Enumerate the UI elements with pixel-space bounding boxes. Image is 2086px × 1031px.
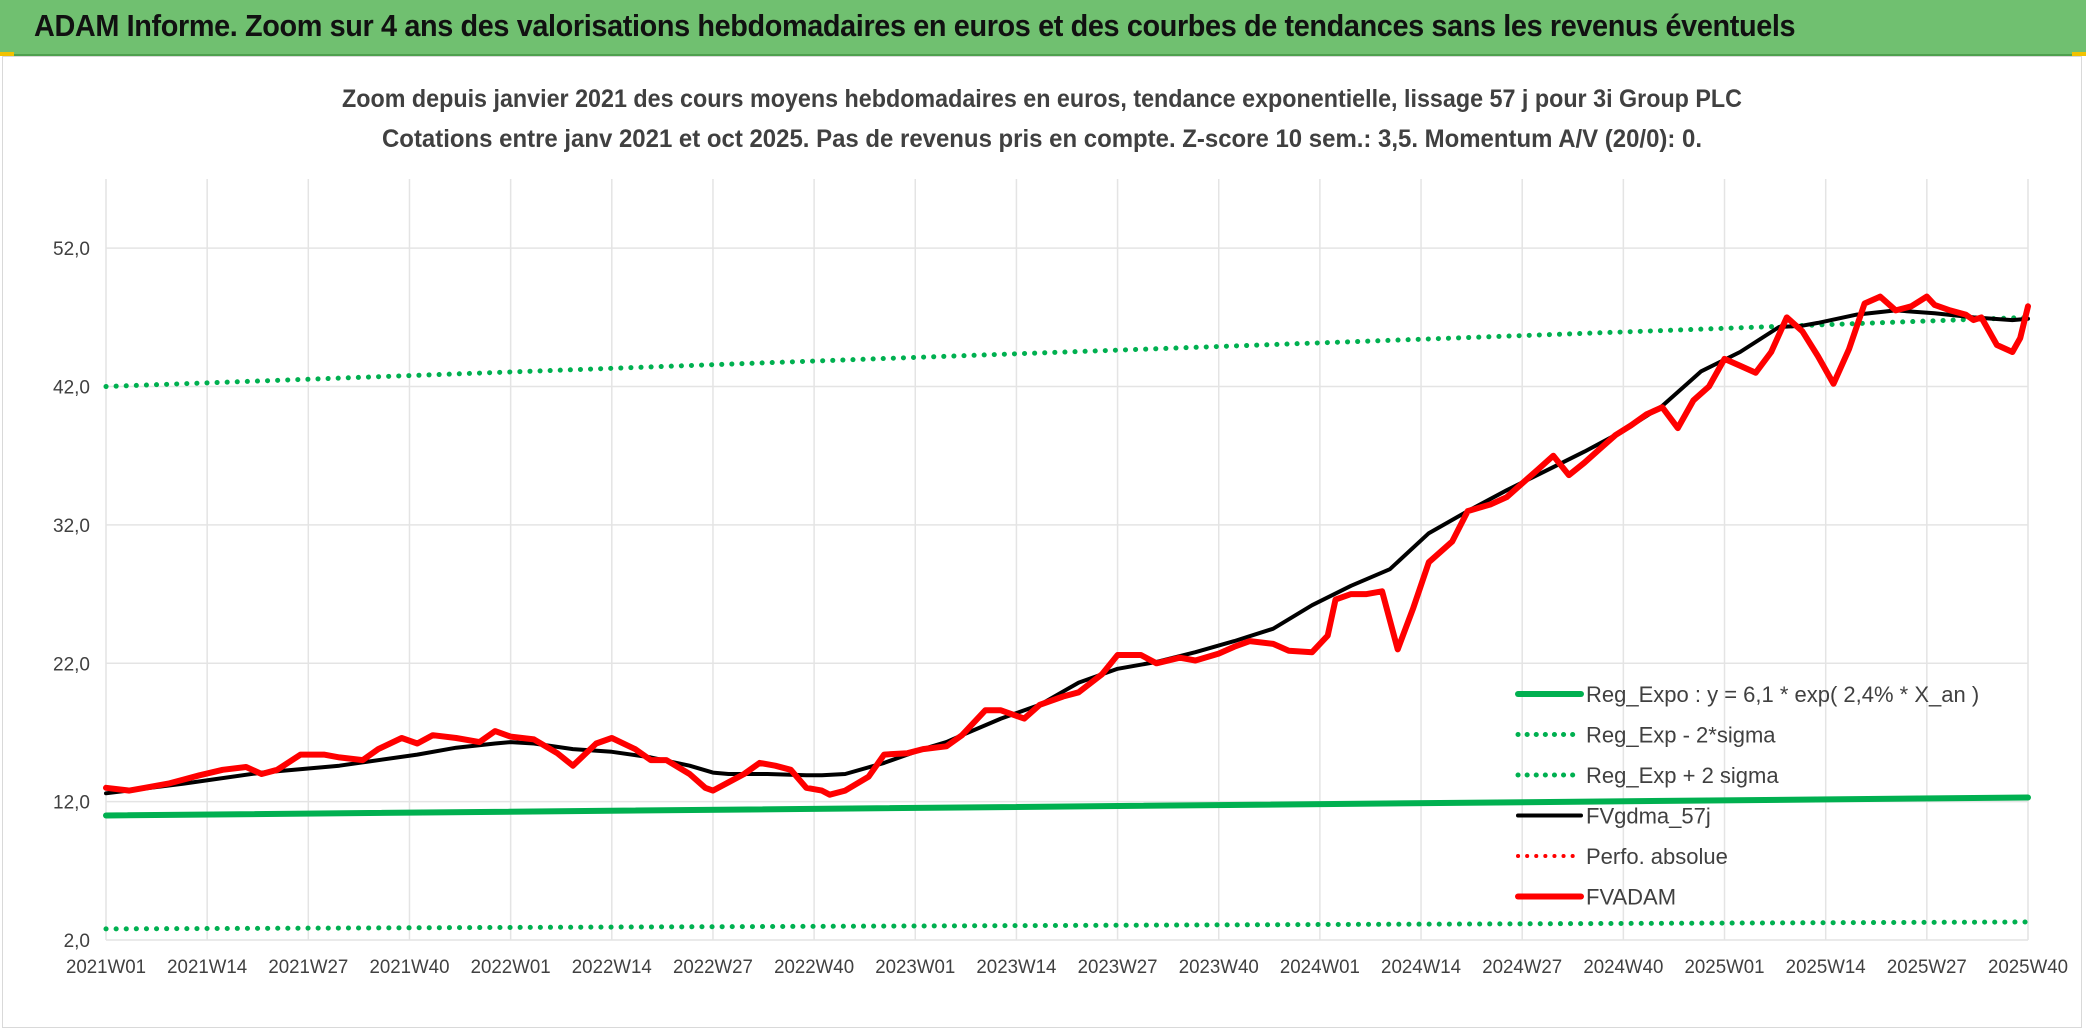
series-line-reg-exp-2-sigma <box>103 919 2031 932</box>
x-tick-label: 2025W14 <box>1786 957 1866 978</box>
x-tick-label: 2025W27 <box>1887 957 1967 978</box>
y-tick-label: 52,0 <box>53 239 90 260</box>
x-tick-label: 2021W01 <box>66 957 146 978</box>
x-tick-label: 2022W40 <box>774 957 854 978</box>
series-line-fvadam <box>103 293 2031 798</box>
legend-label: FVgdma_57j <box>1586 804 1711 829</box>
corner-decoration <box>0 52 14 56</box>
legend-label: Reg_Exp - 2*sigma <box>1586 723 1776 748</box>
chart-subtitle: Cotations entre janv 2021 et oct 2025. P… <box>382 125 1702 153</box>
legend-label: Reg_Exp + 2 sigma <box>1586 763 1779 788</box>
series-line-fvgdma-57j <box>104 308 2030 796</box>
chart-title: Zoom depuis janvier 2021 des cours moyen… <box>342 85 1742 113</box>
y-tick-label: 2,0 <box>64 931 90 952</box>
x-tick-label: 2024W40 <box>1583 957 1663 978</box>
grid-lines <box>105 179 2029 941</box>
report-banner: ADAM Informe. Zoom sur 4 ans des valoris… <box>0 0 2086 56</box>
series-line-reg-exp-2-sigma <box>103 314 2031 389</box>
legend: Reg_Expo : y = 6,1 * exp( 2,4% * X_an ) R… <box>1515 682 1979 910</box>
x-tick-label: 2022W27 <box>673 957 753 978</box>
y-tick-label: 42,0 <box>53 378 90 399</box>
x-tick-label: 2025W40 <box>1988 957 2068 978</box>
x-tick-label: 2023W27 <box>1078 957 1158 978</box>
legend-label: Perfo. absolue <box>1586 844 1728 869</box>
x-tick-label: 2025W01 <box>1685 957 1765 978</box>
series-line-reg-expo-y-6-1-exp-2-4-x-an <box>103 794 2031 819</box>
report-title: ADAM Informe. Zoom sur 4 ans des valoris… <box>34 8 1796 43</box>
x-tick-label: 2023W40 <box>1179 957 1259 978</box>
legend-label: Reg_Expo : y = 6,1 * exp( 2,4% * X_an ) <box>1586 682 1979 707</box>
line-chart: 2021W01 2021W14 2021W27 2021W40 2022W01 2022W… <box>53 85 2068 978</box>
x-tick-label: 2024W14 <box>1381 957 1461 978</box>
y-tick-label: 22,0 <box>53 654 90 675</box>
legend-label: FVADAM <box>1586 885 1676 910</box>
x-tick-label: 2024W27 <box>1482 957 1562 978</box>
y-tick-label: 32,0 <box>53 516 90 537</box>
x-tick-label: 2021W27 <box>268 957 348 978</box>
series <box>103 293 2031 932</box>
chart-area: 2021W01 2021W14 2021W27 2021W40 2022W01 2022W… <box>2 56 2082 1028</box>
x-tick-label: 2021W14 <box>167 957 247 978</box>
x-tick-label: 2022W01 <box>471 957 551 978</box>
x-tick-label: 2021W40 <box>369 957 449 978</box>
x-tick-label: 2023W14 <box>976 957 1056 978</box>
corner-decoration <box>2072 52 2086 56</box>
x-tick-label: 2023W01 <box>875 957 955 978</box>
axes: 2021W01 2021W14 2021W27 2021W40 2022W01 2022W… <box>53 239 2068 978</box>
y-tick-label: 12,0 <box>53 793 90 814</box>
x-tick-label: 2022W14 <box>572 957 652 978</box>
x-tick-label: 2024W01 <box>1280 957 1360 978</box>
